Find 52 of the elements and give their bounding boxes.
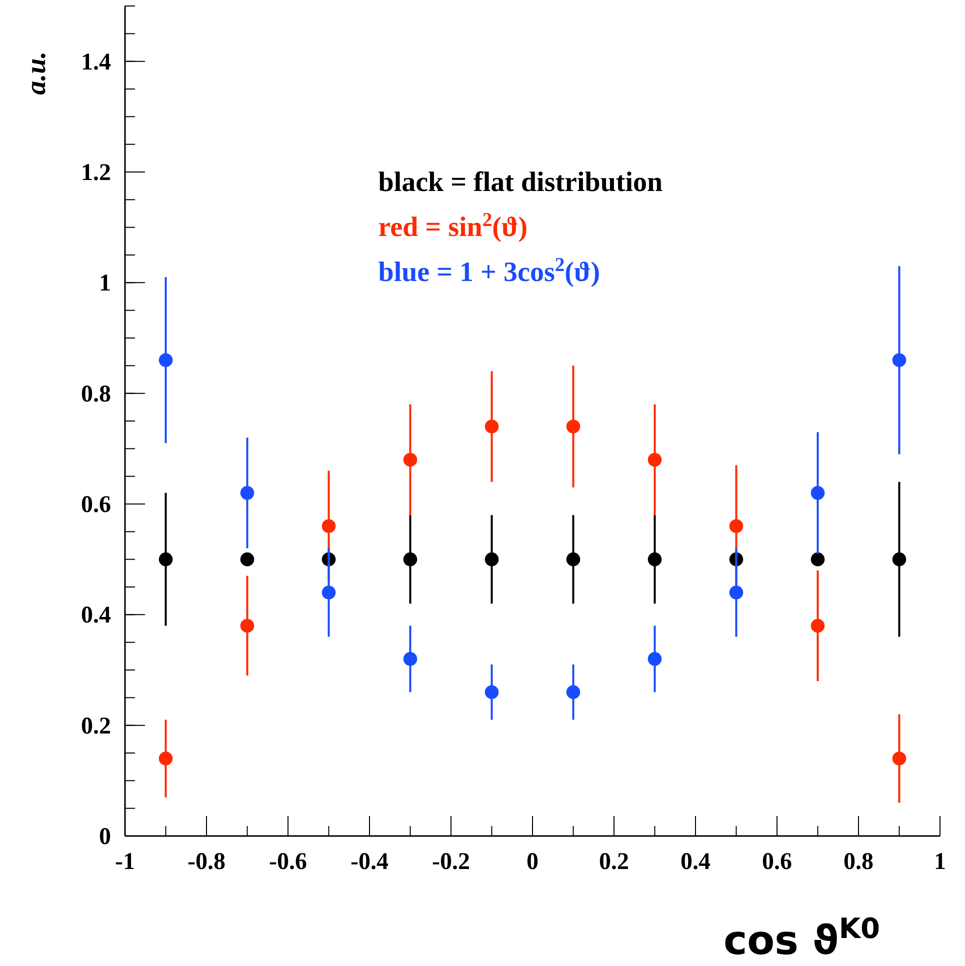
point bbox=[322, 586, 336, 600]
point bbox=[484, 552, 499, 566]
point bbox=[810, 618, 825, 633]
annotation: blue = 1 + 3cos$^{2}$(ϑ) bbox=[378, 254, 600, 288]
point bbox=[484, 420, 499, 434]
x-tick-label: 0.2 bbox=[599, 849, 629, 875]
point bbox=[810, 552, 825, 566]
point bbox=[240, 552, 254, 566]
point bbox=[403, 452, 418, 467]
y-tick-label: 1 bbox=[99, 270, 111, 297]
y-tick-label: 0.2 bbox=[81, 713, 111, 740]
x-tick-label: -0.4 bbox=[350, 849, 388, 875]
point bbox=[484, 685, 499, 700]
point bbox=[322, 519, 336, 534]
y-tick-label: 0.6 bbox=[81, 492, 111, 518]
point bbox=[158, 552, 173, 566]
y-tick-label: 0.4 bbox=[81, 602, 111, 629]
y-axis-title: a.u. bbox=[21, 51, 52, 95]
point bbox=[810, 486, 825, 500]
annotation: black = flat distribution bbox=[378, 167, 664, 198]
point bbox=[892, 552, 906, 566]
x-tick-label: 1 bbox=[934, 849, 946, 875]
x-tick-label: 0.4 bbox=[680, 849, 710, 875]
x-tick-label: -0.2 bbox=[432, 849, 470, 875]
y-tick-label: 0.8 bbox=[81, 381, 111, 408]
y-tick-label: 1.2 bbox=[81, 160, 111, 186]
x-tick-label: -1 bbox=[115, 849, 135, 875]
point bbox=[566, 552, 580, 566]
x-tick-label: 0.8 bbox=[844, 849, 874, 875]
point bbox=[158, 752, 173, 766]
x-axis-title: cos ϑ$^{K0}$ bbox=[723, 912, 880, 964]
point bbox=[566, 685, 580, 700]
y-tick-label: 1.4 bbox=[81, 49, 111, 76]
x-tick-label: -0.6 bbox=[269, 849, 307, 875]
point bbox=[729, 586, 744, 600]
point bbox=[729, 519, 744, 534]
point bbox=[403, 552, 418, 566]
x-tick-label: 0.6 bbox=[762, 849, 792, 875]
point bbox=[240, 618, 254, 633]
point bbox=[648, 452, 662, 467]
point bbox=[648, 652, 662, 666]
x-tick-label: 0 bbox=[526, 849, 538, 875]
point bbox=[566, 420, 580, 434]
point bbox=[648, 552, 662, 566]
point bbox=[892, 353, 906, 368]
point bbox=[240, 486, 254, 500]
y-tick-label: 0 bbox=[99, 824, 111, 850]
x-tick-label: -0.8 bbox=[188, 849, 226, 875]
point bbox=[403, 652, 418, 666]
point bbox=[158, 353, 173, 368]
point bbox=[892, 752, 906, 766]
annotation: red = sin$^{2}$(ϑ) bbox=[378, 210, 528, 244]
